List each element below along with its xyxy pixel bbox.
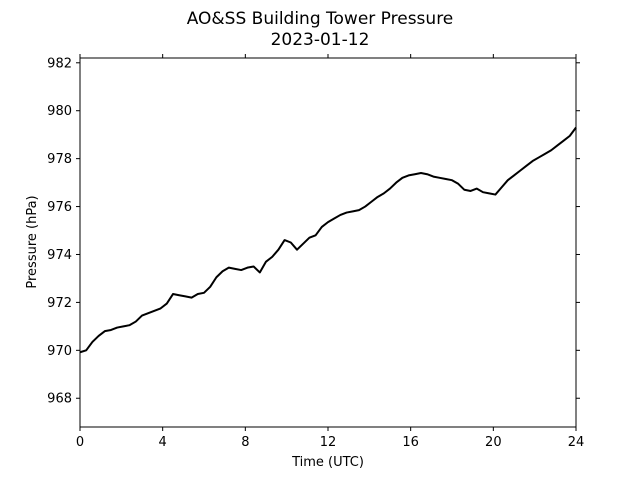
plot-frame bbox=[79, 57, 577, 428]
y-tick-label: 976 bbox=[47, 200, 72, 215]
y-tick-label: 968 bbox=[47, 392, 72, 407]
pressure-line bbox=[79, 126, 577, 354]
x-tick-label: 8 bbox=[241, 435, 249, 450]
y-tick-label: 982 bbox=[47, 56, 72, 71]
x-axis-label: Time (UTC) bbox=[291, 455, 364, 470]
x-tick-label: 4 bbox=[159, 435, 167, 450]
y-tick-label: 978 bbox=[47, 152, 72, 167]
y-tick-label: 972 bbox=[47, 296, 72, 311]
plot-area: 0 4 8 12 16 20 24 968 970 972 974 976 978 980 982 bbox=[47, 54, 584, 450]
y-axis-label: Pressure (hPa) bbox=[25, 195, 40, 288]
x-tick-label: 12 bbox=[320, 435, 337, 450]
x-tick-label: 0 bbox=[76, 435, 84, 450]
y-tick-label: 980 bbox=[47, 104, 72, 119]
x-tick-label: 20 bbox=[485, 435, 502, 450]
x-tick-label: 24 bbox=[568, 435, 585, 450]
chart-subtitle: 2023-01-12 bbox=[271, 30, 370, 50]
chart-title: AO&SS Building Tower Pressure bbox=[187, 9, 454, 29]
y-tick-label: 974 bbox=[47, 248, 72, 263]
x-tick-label: 16 bbox=[402, 435, 419, 450]
y-tick-label: 970 bbox=[47, 344, 72, 359]
